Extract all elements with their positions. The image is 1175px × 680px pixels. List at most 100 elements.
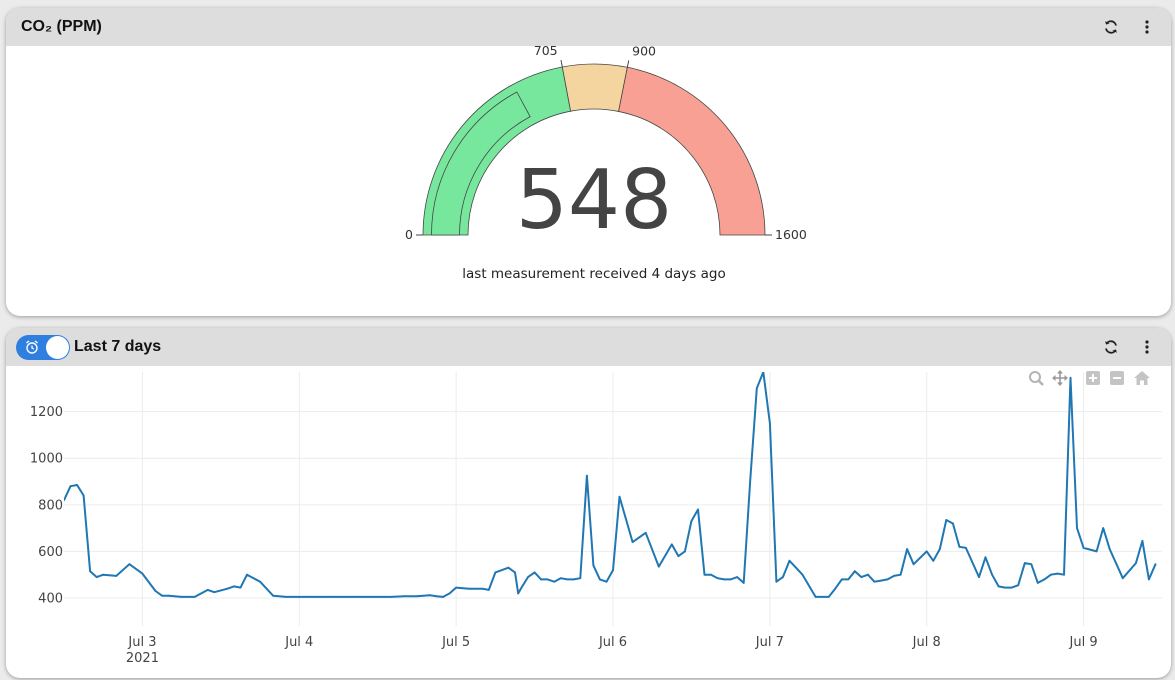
data-point <box>213 591 216 594</box>
data-point <box>925 550 928 553</box>
data-point <box>1154 563 1157 566</box>
y-tick-label: 1200 <box>30 405 63 420</box>
data-point <box>690 520 693 522</box>
data-point <box>553 580 556 583</box>
x-tick-label: Jul 5 <box>441 635 470 650</box>
reset-axes-icon[interactable] <box>1134 371 1150 385</box>
data-point <box>1056 572 1059 575</box>
data-point <box>128 563 131 566</box>
gauge-threshold-label-high: 900 <box>632 46 656 59</box>
data-point <box>912 563 915 566</box>
data-point <box>1010 586 1013 589</box>
data-point <box>1095 550 1098 553</box>
data-point <box>448 592 451 595</box>
data-point <box>788 559 791 562</box>
data-point <box>1108 548 1111 550</box>
data-point <box>69 485 72 488</box>
data-point <box>246 573 248 576</box>
data-point <box>1141 540 1144 542</box>
more-vertical-icon[interactable] <box>1137 16 1157 38</box>
alarm-toggle[interactable] <box>16 335 70 360</box>
data-point <box>684 550 686 553</box>
data-point <box>403 595 405 598</box>
data-point <box>1121 577 1124 580</box>
data-point <box>769 422 771 425</box>
data-point <box>233 585 235 588</box>
data-point <box>723 578 725 581</box>
data-point <box>749 478 752 481</box>
data-point <box>795 566 797 569</box>
data-point <box>383 596 386 598</box>
gauge-band-warning <box>561 63 628 112</box>
data-point <box>932 559 935 562</box>
data-point <box>1036 582 1039 584</box>
data-point <box>893 575 895 577</box>
data-point <box>710 573 712 576</box>
gauge-value-text: 548 <box>516 153 673 248</box>
data-point <box>487 589 490 591</box>
data-point <box>468 587 471 590</box>
zoom-out-icon[interactable] <box>1110 371 1124 385</box>
data-point <box>422 594 425 597</box>
data-point <box>906 548 908 550</box>
data-point <box>193 596 196 598</box>
data-point <box>141 572 144 575</box>
data-point <box>1102 527 1105 529</box>
data-point <box>442 596 444 598</box>
data-point <box>1023 562 1026 564</box>
data-point <box>311 596 314 598</box>
data-point <box>853 570 856 573</box>
co2-gauge-card: CO₂ (PPM) 705 900 0 1600 548 last measurement… <box>6 8 1171 316</box>
data-point <box>540 578 542 581</box>
refresh-icon[interactable] <box>1101 16 1121 38</box>
data-point <box>1063 573 1065 576</box>
gauge-band-high <box>618 66 766 236</box>
chart-modebar <box>1029 370 1150 386</box>
data-point <box>670 543 673 546</box>
data-point <box>703 573 706 576</box>
data-point <box>1050 573 1052 576</box>
data-point <box>814 596 817 598</box>
data-point <box>389 596 392 598</box>
data-point <box>1082 547 1085 549</box>
series-points <box>64 372 1157 598</box>
data-point <box>239 586 242 589</box>
data-point <box>559 577 562 580</box>
pan-icon[interactable] <box>1052 370 1068 386</box>
data-point <box>1043 578 1046 581</box>
data-point <box>1148 578 1150 581</box>
data-point <box>782 576 784 578</box>
data-point <box>991 573 993 576</box>
co2-series-line[interactable] <box>64 372 1157 598</box>
data-point <box>226 587 229 590</box>
card-header: CO₂ (PPM) <box>6 8 1171 46</box>
data-point <box>847 578 850 581</box>
data-point <box>618 495 621 498</box>
data-point <box>742 582 745 584</box>
data-point <box>527 576 529 578</box>
data-point <box>167 594 170 597</box>
gauge-threshold-tick <box>560 59 563 68</box>
gauge-threshold-label-low: 705 <box>534 46 558 58</box>
more-vertical-icon[interactable] <box>1137 336 1157 358</box>
data-point <box>644 531 647 534</box>
data-point <box>206 589 209 591</box>
data-point <box>494 571 497 574</box>
data-point <box>840 578 843 581</box>
data-point <box>1076 527 1078 529</box>
data-point <box>416 595 418 598</box>
alarm-clock-icon <box>26 340 38 354</box>
data-point <box>1017 584 1020 587</box>
data-point <box>860 576 863 578</box>
data-point <box>572 578 575 581</box>
data-point <box>337 596 340 598</box>
zoom-in-icon[interactable] <box>1086 371 1100 385</box>
refresh-icon[interactable] <box>1101 336 1121 358</box>
data-point <box>481 587 484 590</box>
data-point <box>978 576 980 578</box>
y-tick-label: 400 <box>38 592 63 607</box>
card-title: Last 7 days <box>74 338 162 355</box>
zoom-icon[interactable] <box>1029 371 1044 386</box>
data-point <box>161 594 163 597</box>
